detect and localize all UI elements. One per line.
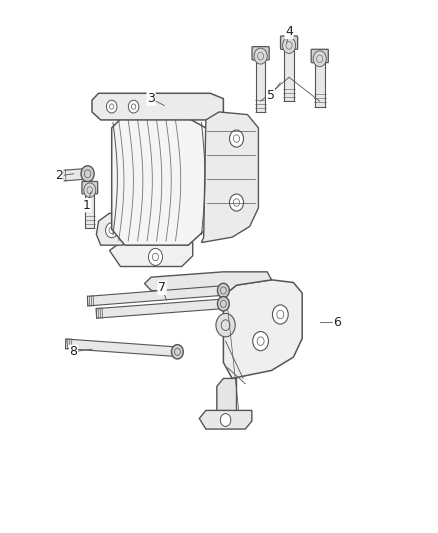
- Circle shape: [272, 305, 288, 324]
- FancyBboxPatch shape: [280, 36, 298, 50]
- Polygon shape: [201, 112, 258, 243]
- Polygon shape: [145, 272, 272, 296]
- Circle shape: [253, 332, 268, 351]
- Text: 6: 6: [333, 316, 341, 329]
- Circle shape: [172, 344, 184, 359]
- Polygon shape: [96, 213, 129, 245]
- FancyBboxPatch shape: [252, 46, 269, 60]
- Circle shape: [217, 284, 230, 297]
- Circle shape: [216, 313, 235, 337]
- Circle shape: [230, 130, 244, 147]
- Polygon shape: [217, 378, 237, 429]
- Polygon shape: [315, 56, 325, 107]
- Circle shape: [81, 166, 94, 182]
- Polygon shape: [92, 93, 223, 120]
- Polygon shape: [59, 168, 88, 181]
- Circle shape: [106, 100, 117, 113]
- Text: 7: 7: [158, 281, 166, 294]
- Text: 8: 8: [70, 345, 78, 358]
- Circle shape: [313, 51, 326, 67]
- Polygon shape: [284, 43, 294, 101]
- Polygon shape: [96, 299, 224, 318]
- Circle shape: [128, 100, 139, 113]
- Circle shape: [217, 296, 230, 311]
- Text: 4: 4: [285, 26, 293, 38]
- Circle shape: [230, 194, 244, 211]
- Polygon shape: [65, 339, 178, 357]
- Circle shape: [148, 248, 162, 265]
- Text: 3: 3: [147, 92, 155, 105]
- Polygon shape: [85, 188, 94, 228]
- Circle shape: [283, 37, 296, 53]
- Polygon shape: [112, 115, 206, 245]
- FancyBboxPatch shape: [311, 49, 328, 63]
- Polygon shape: [256, 53, 265, 112]
- Circle shape: [84, 183, 96, 197]
- Circle shape: [254, 48, 267, 64]
- Text: 5: 5: [267, 90, 275, 102]
- Circle shape: [106, 223, 118, 238]
- Circle shape: [220, 414, 231, 426]
- Polygon shape: [199, 410, 252, 429]
- Polygon shape: [110, 243, 193, 266]
- Polygon shape: [87, 286, 224, 306]
- Polygon shape: [223, 280, 302, 378]
- Text: 1: 1: [83, 199, 91, 212]
- Text: 2: 2: [55, 169, 63, 182]
- FancyBboxPatch shape: [82, 181, 98, 194]
